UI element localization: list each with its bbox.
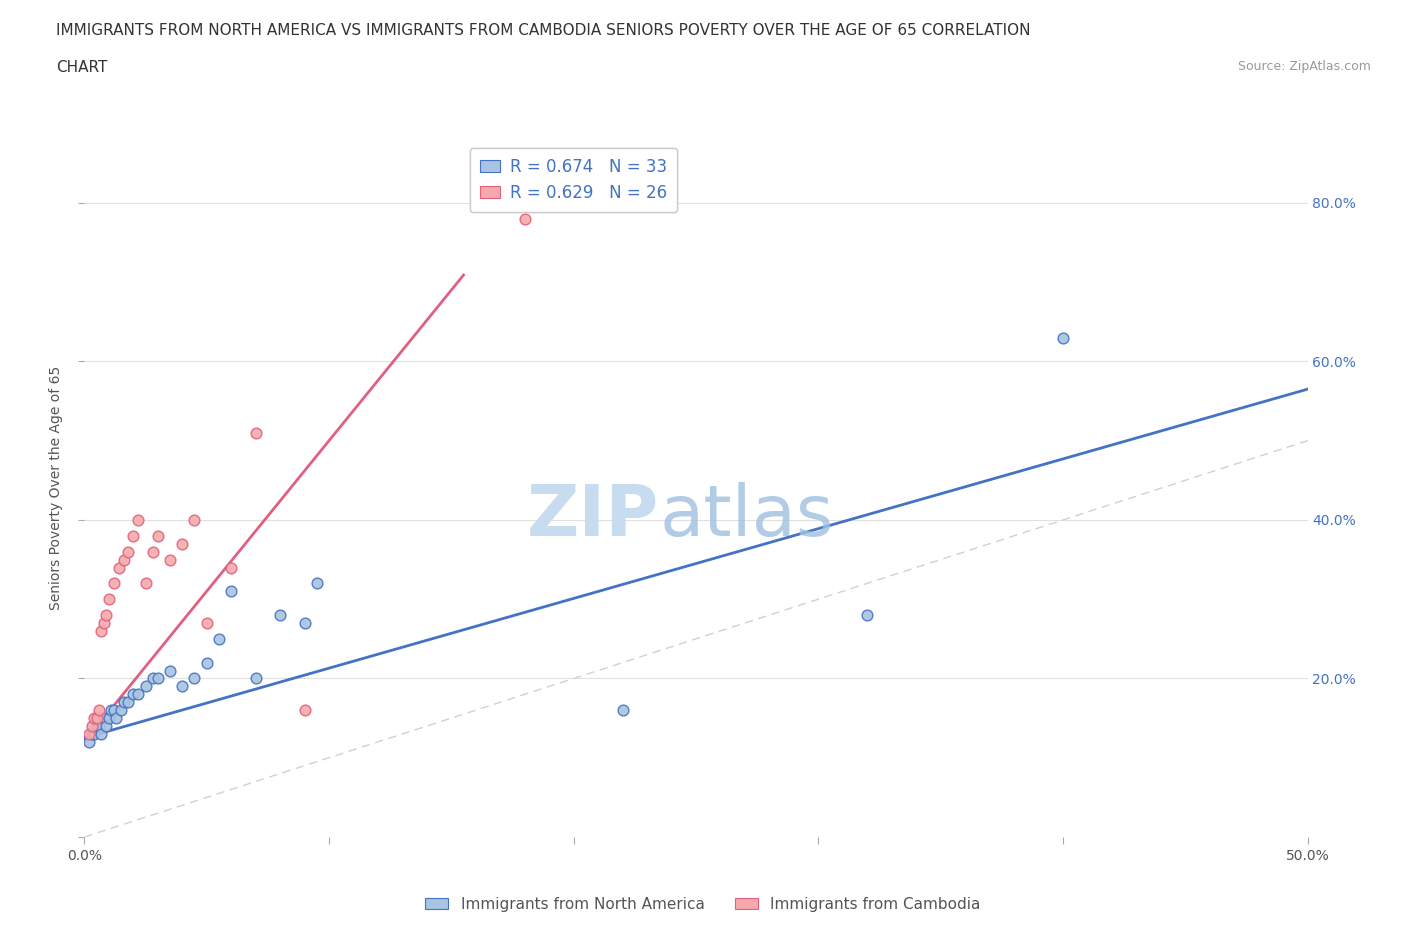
Text: ZIP: ZIP [527,482,659,551]
Point [146,671,169,686]
Point [100,703,122,718]
Point [105,711,128,725]
Point [612,703,634,718]
Point [135,576,157,591]
Point [87,719,110,734]
Point [103,576,125,591]
Point [305,576,328,591]
Point [183,671,205,686]
Point [146,528,169,543]
Point [107,560,129,575]
Point [195,655,218,670]
Point [1052,330,1074,345]
Point [127,687,149,702]
Point [208,631,231,646]
Point [195,616,218,631]
Point [96,719,118,734]
Point [90,623,112,638]
Point [294,703,316,718]
Point [93,616,115,631]
Point [77,735,100,750]
Point [513,211,536,226]
Point [172,679,194,694]
Point [87,703,110,718]
Point [856,607,879,622]
Point [86,719,108,734]
Point [269,607,291,622]
Point [97,711,120,725]
Text: atlas: atlas [659,482,834,551]
Point [112,695,135,710]
Point [127,512,149,527]
Point [80,719,103,734]
Point [90,726,112,741]
Point [117,544,139,559]
Point [245,671,267,686]
Text: IMMIGRANTS FROM NORTH AMERICA VS IMMIGRANTS FROM CAMBODIA SENIORS POVERTY OVER T: IMMIGRANTS FROM NORTH AMERICA VS IMMIGRA… [56,23,1031,38]
Point [83,711,105,725]
Point [110,703,132,718]
Y-axis label: Seniors Poverty Over the Age of 65: Seniors Poverty Over the Age of 65 [49,366,63,610]
Point [122,687,145,702]
Point [159,663,181,678]
Point [83,726,105,741]
Point [219,560,242,575]
Point [77,726,100,741]
Point [117,695,139,710]
Point [183,512,205,527]
Point [159,552,181,567]
Point [172,537,194,551]
Legend: R = 0.674   N = 33, R = 0.629   N = 26: R = 0.674 N = 33, R = 0.629 N = 26 [470,148,678,212]
Point [103,703,125,718]
Text: Source: ZipAtlas.com: Source: ZipAtlas.com [1237,60,1371,73]
Point [245,425,267,440]
Point [142,671,165,686]
Point [96,607,118,622]
Point [142,544,165,559]
Point [219,584,242,599]
Point [93,711,115,725]
Point [122,528,145,543]
Point [86,711,108,725]
Text: CHART: CHART [56,60,108,75]
Point [112,552,135,567]
Point [80,726,103,741]
Point [294,616,316,631]
Legend: Immigrants from North America, Immigrants from Cambodia: Immigrants from North America, Immigrant… [419,891,987,918]
Point [97,591,120,606]
Point [135,679,157,694]
